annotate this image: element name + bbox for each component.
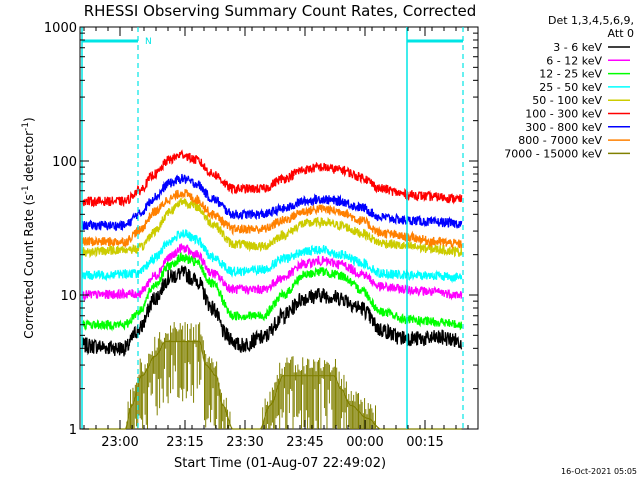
- x-axis-label: Start Time (01-Aug-07 22:49:02): [174, 456, 386, 471]
- legend-label: 50 - 100 keV: [532, 94, 602, 107]
- y-tick-label: 1: [69, 423, 77, 438]
- x-tick-label: 23:30: [226, 435, 263, 450]
- series-line: [81, 197, 463, 259]
- x-tick-label: 00:15: [406, 435, 443, 450]
- y-tick-label: 1000: [44, 21, 77, 36]
- series-line: [81, 265, 463, 357]
- legend-label: 7000 - 15000 keV: [504, 147, 602, 160]
- plot-border: [79, 26, 479, 430]
- orbit-markers: N: [81, 27, 464, 429]
- x-tick-label: 00:00: [346, 435, 383, 450]
- x-tick-label: 23:15: [166, 435, 203, 450]
- x-tick-label: 23:00: [101, 435, 138, 450]
- series-line: [81, 252, 463, 332]
- plot-frame: [79, 26, 479, 430]
- y-tick-label: 100: [52, 155, 77, 170]
- legend-header-line-1: Det 1,3,4,5,6,9,: [548, 14, 634, 27]
- footer-timestamp: 16-Oct-2021 05:05: [561, 467, 637, 476]
- legend-label: 300 - 800 keV: [525, 121, 602, 134]
- legend-label: 800 - 7000 keV: [518, 134, 602, 147]
- y-axis-label: Corrected Count Rate (s-1 detector-1): [21, 117, 36, 338]
- series-layer: [81, 149, 463, 430]
- legend-label: 25 - 50 keV: [539, 81, 602, 94]
- series-line: [81, 229, 463, 284]
- legend-label: 3 - 6 keV: [553, 41, 602, 54]
- series-line: [81, 188, 463, 250]
- legend-label: 6 - 12 keV: [546, 54, 602, 67]
- y-tick-label: 10: [60, 289, 77, 304]
- series-line: [81, 173, 463, 232]
- night-label: N: [145, 37, 152, 47]
- legend-label: 12 - 25 keV: [539, 68, 602, 81]
- series-line: [81, 149, 463, 208]
- legend-header-line-2: Att 0: [608, 27, 634, 40]
- axes: 1 10 100 1000 23:00 23:15 23:30 23:45 00:00 00:15: [44, 21, 478, 450]
- series-line: [81, 243, 463, 302]
- x-tick-label: 23:45: [286, 435, 323, 450]
- chart-title: RHESSI Observing Summary Count Rates, Co…: [84, 2, 477, 20]
- legend-label: 100 - 300 keV: [525, 108, 602, 121]
